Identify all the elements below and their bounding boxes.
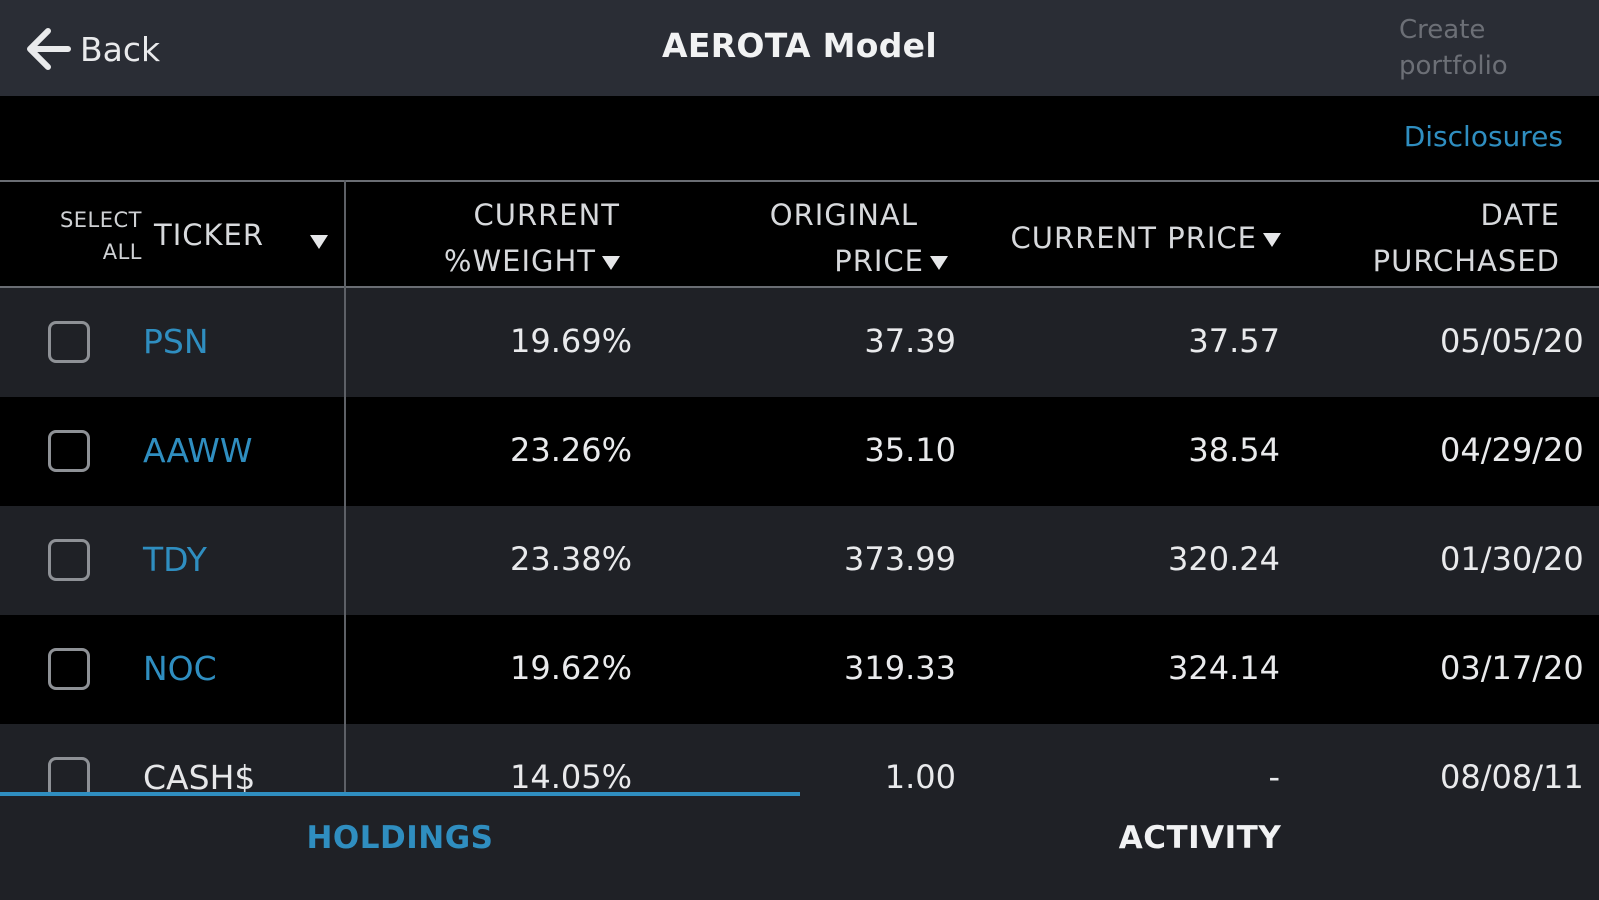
table-row[interactable]: AAWW 23.26% 35.10 38.54 04/29/20 <box>0 397 1599 506</box>
original-price-cell: 319.33 <box>844 649 956 687</box>
row-checkbox[interactable] <box>48 757 90 794</box>
weight-cell: 23.38% <box>509 540 632 578</box>
table-row[interactable]: NOC 19.62% 319.33 324.14 03/17/20 <box>0 615 1599 724</box>
table-header: SELECT ALL TICKER CURRENT %WEIGHT ORIGIN… <box>0 180 1599 288</box>
page-title: AEROTA Model <box>662 26 937 65</box>
sort-caret-icon <box>602 256 620 270</box>
bottom-tab-bar: HOLDINGS ACTIVITY <box>0 794 1599 900</box>
create-label-line2: portfolio <box>1399 51 1508 81</box>
row-checkbox[interactable] <box>48 430 90 472</box>
sort-caret-icon <box>930 256 948 270</box>
orig-header-line1: ORIGINAL <box>769 198 918 232</box>
weight-header-line2: %WEIGHT <box>443 244 596 278</box>
select-all-line2: ALL <box>102 240 142 264</box>
current-price-cell: 324.14 <box>1168 649 1280 687</box>
column-header-current-price[interactable]: CURRENT PRICE <box>975 215 1281 261</box>
sort-caret-icon <box>1263 233 1281 247</box>
date-header-line2: PURCHASED <box>1372 244 1560 278</box>
row-checkbox[interactable] <box>48 648 90 690</box>
current-price-cell: 38.54 <box>1188 431 1280 469</box>
original-price-cell: 35.10 <box>864 431 956 469</box>
date-purchased-cell: 04/29/20 <box>1440 431 1584 469</box>
select-all-toggle[interactable]: SELECT ALL <box>46 204 142 268</box>
tab-activity[interactable]: ACTIVITY <box>1118 820 1282 856</box>
top-navbar: Back AEROTA Model Create portfolio <box>0 0 1599 96</box>
row-checkbox[interactable] <box>48 321 90 363</box>
date-purchased-cell: 08/08/11 <box>1440 758 1584 794</box>
weight-cell: 19.62% <box>509 649 632 687</box>
holdings-table: SELECT ALL TICKER CURRENT %WEIGHT ORIGIN… <box>0 180 1599 794</box>
table-row[interactable]: CASH$ 14.05% 1.00 - 08/08/11 <box>0 724 1599 794</box>
weight-cell: 19.69% <box>509 322 632 360</box>
disclosures-strip: Disclosures <box>0 96 1599 180</box>
arrow-left-icon <box>27 28 71 70</box>
ticker-link[interactable]: AAWW <box>143 431 253 470</box>
select-all-line1: SELECT <box>59 208 142 232</box>
date-purchased-cell: 05/05/20 <box>1440 322 1584 360</box>
current-price-cell: 320.24 <box>1168 540 1280 578</box>
back-label: Back <box>80 29 161 69</box>
weight-header-line1: CURRENT <box>473 198 620 232</box>
ticker-link[interactable]: PSN <box>143 322 209 361</box>
current-price-header: CURRENT PRICE <box>1010 221 1257 255</box>
ticker-label: CASH$ <box>143 758 256 794</box>
orig-header-line2: PRICE <box>834 244 924 278</box>
row-checkbox[interactable] <box>48 539 90 581</box>
current-price-cell: - <box>1268 758 1280 794</box>
original-price-cell: 1.00 <box>884 758 956 794</box>
date-purchased-cell: 03/17/20 <box>1440 649 1584 687</box>
create-portfolio-button[interactable]: Create portfolio <box>1399 12 1529 84</box>
weight-cell: 23.26% <box>509 431 632 469</box>
active-tab-indicator <box>0 792 800 796</box>
original-price-cell: 37.39 <box>864 322 956 360</box>
original-price-cell: 373.99 <box>844 540 956 578</box>
ticker-link[interactable]: NOC <box>143 649 217 688</box>
ticker-link[interactable]: TDY <box>143 540 207 579</box>
current-price-cell: 37.57 <box>1188 322 1280 360</box>
column-header-date-purchased[interactable]: DATE PURCHASED <box>1330 192 1580 284</box>
table-row[interactable]: TDY 23.38% 373.99 320.24 01/30/20 <box>0 506 1599 615</box>
tab-holdings[interactable]: HOLDINGS <box>306 820 494 856</box>
column-header-original-price[interactable]: ORIGINAL PRICE <box>700 192 948 284</box>
column-divider <box>344 180 346 794</box>
weight-cell: 14.05% <box>509 758 632 794</box>
disclosures-link[interactable]: Disclosures <box>1403 120 1563 153</box>
back-button[interactable]: Back <box>24 26 160 72</box>
date-purchased-cell: 01/30/20 <box>1440 540 1584 578</box>
create-label-line1: Create <box>1399 15 1486 45</box>
column-header-ticker[interactable]: TICKER <box>154 218 265 252</box>
date-header-line1: DATE <box>1480 198 1560 232</box>
column-header-weight[interactable]: CURRENT %WEIGHT <box>420 192 620 284</box>
sort-caret-icon[interactable] <box>310 235 328 249</box>
table-row[interactable]: PSN 19.69% 37.39 37.57 05/05/20 <box>0 288 1599 397</box>
